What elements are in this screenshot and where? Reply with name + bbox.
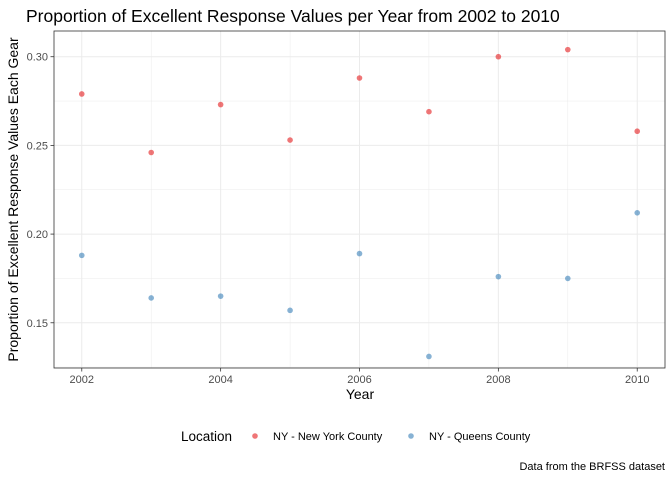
data-point-queens (564, 275, 571, 282)
data-point-queens (217, 293, 224, 299)
x-tick-label: 2002 (70, 374, 94, 386)
x-axis-ticks: 2002 2004 2006 2008 2010 (70, 368, 649, 386)
data-point-queens (634, 210, 641, 216)
data-point-new-york (564, 46, 571, 53)
plot-panel (53, 30, 666, 369)
x-tick-label: 2004 (208, 374, 232, 386)
data-point-queens (287, 307, 293, 314)
y-tick-label: 0.25 (27, 140, 48, 152)
caption: Data from the BRFSS dataset (519, 461, 665, 473)
x-axis-title: Year (346, 386, 375, 402)
legend-item-new-york: NY - New York County (252, 431, 383, 443)
data-point-queens (356, 250, 363, 257)
data-point-queens (78, 252, 85, 259)
data-point-new-york (356, 75, 363, 81)
legend-key-new-york (252, 433, 258, 439)
chart-title: Proportion of Excellent Response Values … (26, 6, 560, 26)
legend-item-queens: NY - Queens County (408, 431, 531, 443)
data-point-new-york (634, 128, 641, 135)
x-tick-label: 2008 (486, 374, 510, 386)
major-gridlines (54, 31, 665, 368)
data-point-new-york (78, 91, 85, 97)
legend-label-new-york: NY - New York County (273, 431, 383, 443)
legend: Location NY - New York County NY - Queen… (181, 429, 531, 444)
data-point-new-york (148, 149, 155, 156)
x-tick-label: 2006 (347, 374, 371, 386)
data-point-new-york (426, 108, 432, 115)
legend-key-queens (408, 433, 414, 439)
data-point-queens (426, 353, 432, 360)
data-point-new-york (495, 53, 502, 60)
data-point-new-york (287, 137, 293, 143)
data-points (78, 46, 641, 360)
legend-title: Location (181, 429, 232, 444)
y-axis-ticks: 0.15 0.20 0.25 0.30 (27, 52, 54, 330)
y-tick-label: 0.20 (27, 229, 48, 241)
data-point-new-york (217, 101, 224, 108)
legend-label-queens: NY - Queens County (429, 431, 531, 443)
data-point-queens (495, 273, 502, 280)
y-tick-label: 0.15 (27, 318, 48, 330)
x-tick-label: 2010 (625, 374, 649, 386)
y-tick-label: 0.30 (27, 52, 48, 64)
y-axis-title: Proportion of Excellent Response Values … (5, 37, 21, 362)
data-point-queens (148, 295, 155, 301)
